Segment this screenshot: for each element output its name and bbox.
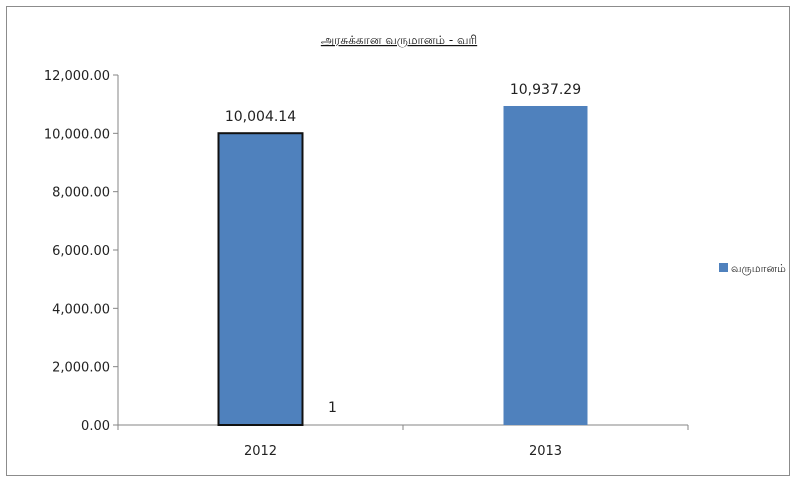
bar-2012	[217, 132, 304, 426]
legend-label: வருமானம்	[731, 262, 786, 275]
data-label-2012: 10,004.14	[225, 109, 296, 125]
bar-2013	[503, 105, 588, 426]
data-label-2013: 10,937.29	[510, 82, 581, 98]
x-tick-label: 2013	[529, 444, 562, 459]
y-tick-label: 6,000.00	[52, 244, 110, 259]
y-tick-label: 12,000.00	[44, 69, 110, 84]
y-tick-label: 10,000.00	[44, 127, 110, 142]
bars	[217, 105, 588, 426]
x-axis: 2012 2013	[117, 424, 689, 459]
y-tick-label: 0.00	[81, 419, 110, 434]
extra-label: 1	[328, 400, 337, 416]
y-axis: 0.00 2,000.00 4,000.00 6,000.00 8,000.00 10,0…	[44, 69, 119, 434]
y-tick-label: 2,000.00	[52, 361, 110, 376]
data-labels: 10,004.14 10,937.29 1	[225, 82, 581, 416]
chart-frame	[6, 6, 790, 476]
y-tick-label: 8,000.00	[52, 186, 110, 201]
legend: வருமானம்	[719, 262, 786, 275]
legend-swatch	[719, 263, 728, 272]
x-tick-label: 2012	[244, 444, 277, 459]
y-tick-label: 4,000.00	[52, 302, 110, 317]
chart-title: அரசுக்கான வருமானம் - வரி	[321, 33, 477, 48]
